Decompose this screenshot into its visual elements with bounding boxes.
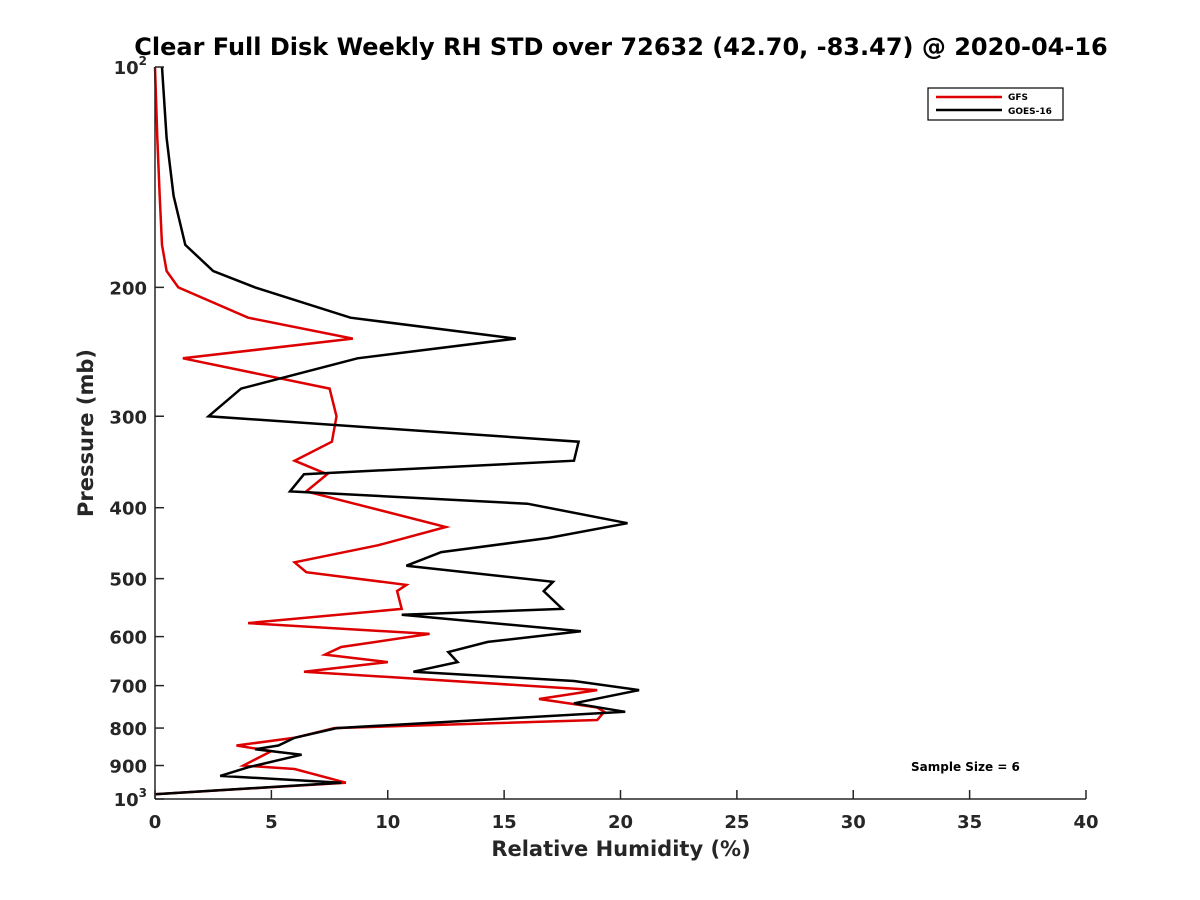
y-tick-label: 800 [109,719,147,740]
y-tick-label: 700 [109,677,147,698]
x-ticks: 0 5 10 15 20 25 30 35 40 [149,790,1099,833]
x-tick-label: 5 [265,812,278,833]
x-tick-label: 35 [957,812,982,833]
legend-label-gfs: GFS [1008,93,1028,103]
legend: GFS GOES-16 [927,87,1064,121]
x-axis-label: Relative Humidity (%) [491,837,750,861]
y-tick-base: 10 [114,790,139,811]
y-tick-label: 300 [109,407,147,428]
y-axis-label: Pressure (mb) [74,349,98,517]
y-tick-label: 900 [109,757,147,778]
x-tick-label: 10 [375,812,400,833]
x-tick-label: 20 [608,812,633,833]
x-tick-label: 40 [1073,812,1098,833]
y-tick-exponent: 3 [139,786,147,800]
series-line-goes16 [154,66,640,796]
legend-label-goes16: GOES-16 [1008,107,1052,117]
legend-box [927,87,1064,121]
y-tick-label: 600 [109,628,147,649]
x-tick-label: 0 [149,812,162,833]
y-tick-label: 400 [109,499,147,520]
y-tick-label: 500 [109,570,147,591]
series-layer [153,66,640,796]
y-tick-label: 103 [114,786,147,811]
y-tick-base: 10 [114,58,139,79]
sample-size-annotation: Sample Size = 6 [911,760,1020,774]
x-tick-label: 15 [492,812,517,833]
y-tick-label: 102 [114,54,147,79]
y-tick-exponent: 2 [139,54,147,68]
x-tick-label: 30 [841,812,866,833]
x-tick-label: 25 [724,812,749,833]
y-tick-label: 200 [109,278,147,299]
chart-title: Clear Full Disk Weekly RH STD over 72632… [134,33,1107,61]
